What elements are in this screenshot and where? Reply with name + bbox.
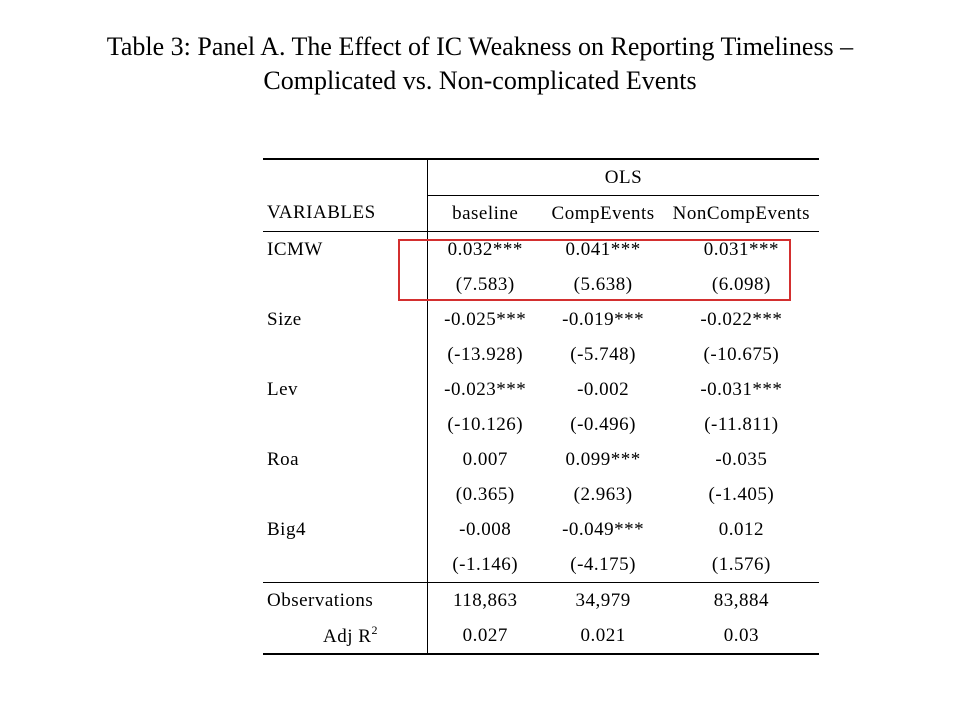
column-header: baseline	[426, 195, 543, 232]
tstat-cell: (7.583)	[426, 267, 543, 302]
variable-name: Roa	[267, 448, 300, 470]
tstat-cell: (5.638)	[573, 273, 633, 295]
column-header: CompEvents	[542, 195, 664, 232]
title-line-1: Table 3: Panel A. The Effect of IC Weakn…	[106, 32, 854, 61]
table-row: ICMW 0.032*** 0.041*** 0.031***	[263, 231, 819, 267]
tstat-cell: (0.365)	[426, 477, 543, 512]
tstat-cell: (-13.928)	[426, 337, 543, 372]
coefficient-cell: 0.032***	[426, 231, 543, 267]
variable-name: Lev	[267, 378, 299, 400]
tstat-cell: (-5.748)	[570, 343, 636, 365]
tstat-cell: (2.963)	[573, 483, 633, 505]
coefficient-cell: -0.023***	[426, 372, 543, 407]
adj-r2-value: 0.027	[426, 618, 543, 655]
observations-label: Observations	[263, 582, 428, 618]
coefficient-cell: -0.035	[715, 448, 768, 470]
adj-r2-value: 0.03	[663, 618, 819, 655]
table-row: Roa 0.007 0.099*** -0.035	[263, 442, 819, 477]
adj-r2-value: 0.021	[542, 618, 664, 655]
table-row: (-13.928) (-5.748) (-10.675)	[263, 337, 819, 372]
title-line-2: Complicated vs. Non-complicated Events	[263, 66, 697, 95]
observations-value: 34,979	[542, 582, 664, 618]
tstat-cell: (1.576)	[711, 553, 771, 575]
table-row: (0.365) (2.963) (-1.405)	[263, 477, 819, 512]
coefficient-cell: -0.008	[426, 512, 543, 547]
adj-r2-label: Adj R2	[263, 618, 428, 655]
observations-row: Observations 118,863 34,979 83,884	[263, 582, 819, 618]
tstat-cell: (-1.405)	[708, 483, 775, 505]
tstat-cell: (-0.496)	[570, 413, 636, 435]
table-row: Big4 -0.008 -0.049*** 0.012	[263, 512, 819, 547]
coefficient-cell: -0.025***	[426, 302, 543, 337]
blank-cell	[263, 158, 428, 196]
regression-table: OLS VARIABLES baseline CompEvents NonCom…	[263, 158, 819, 655]
column-header: NonCompEvents	[663, 195, 819, 232]
tstat-cell: (-10.126)	[426, 407, 543, 442]
observations-value: 83,884	[663, 582, 819, 618]
tstat-cell: (-10.675)	[703, 343, 780, 365]
column-header-row: VARIABLES baseline CompEvents NonCompEve…	[263, 195, 819, 232]
variable-name: ICMW	[267, 238, 323, 260]
table-row: Size -0.025*** -0.019*** -0.022***	[263, 302, 819, 337]
coefficient-cell: -0.002	[577, 378, 630, 400]
coefficient-cell: -0.019***	[562, 308, 645, 330]
group-header-row: OLS	[263, 158, 819, 196]
tstat-cell: (-11.811)	[704, 413, 779, 435]
table-row: Lev -0.023*** -0.002 -0.031***	[263, 372, 819, 407]
tstat-cell: (-4.175)	[570, 553, 636, 575]
coefficient-cell: 0.041***	[565, 238, 641, 260]
adj-r2-row: Adj R2 0.027 0.021 0.03	[263, 618, 819, 655]
observations-value: 118,863	[426, 582, 543, 618]
coefficient-cell: -0.031***	[700, 378, 783, 400]
variable-name: Big4	[267, 518, 306, 540]
coefficient-cell: 0.012	[718, 518, 764, 540]
variables-header: VARIABLES	[263, 195, 428, 232]
coefficient-cell: -0.049***	[562, 518, 645, 540]
tstat-cell: (-1.146)	[426, 547, 543, 583]
ols-header: OLS	[426, 158, 819, 196]
coefficient-cell: 0.031***	[703, 238, 779, 260]
r2-superscript: 2	[371, 623, 378, 637]
coefficient-cell: 0.007	[426, 442, 543, 477]
table-row: (-1.146) (-4.175) (1.576)	[263, 547, 819, 583]
coefficient-cell: -0.022***	[700, 308, 783, 330]
table-row: (7.583) (5.638) (6.098)	[263, 267, 819, 302]
coefficient-cell: 0.099***	[565, 448, 641, 470]
slide-title: Table 3: Panel A. The Effect of IC Weakn…	[0, 30, 960, 98]
table-row: (-10.126) (-0.496) (-11.811)	[263, 407, 819, 442]
tstat-cell: (6.098)	[711, 273, 771, 295]
variable-name: Size	[267, 308, 302, 330]
